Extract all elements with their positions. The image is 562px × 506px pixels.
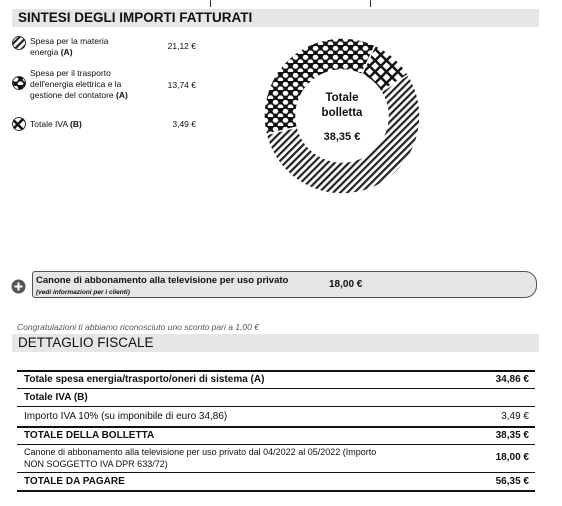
fiscal-divider: [17, 370, 535, 372]
donut-center-value: 38,35 €: [324, 131, 361, 143]
fiscal-divider: [17, 388, 535, 389]
plus-circle-icon[interactable]: [11, 279, 26, 294]
donut-slice-iva: [360, 44, 410, 93]
diagonal-hatch-icon: [12, 36, 26, 50]
canone-value: 18,00 €: [329, 279, 363, 290]
canone-sub: (vedi informazioni per i clienti): [36, 289, 130, 296]
fiscal-divider: [17, 490, 535, 492]
legend-label-trasporto: Spesa per il trasporto dell'energia elet…: [30, 68, 128, 100]
donut-center-line2: bolletta: [322, 107, 363, 119]
fiscal-divider: [17, 406, 535, 407]
fiscal-title: DETTAGLIO FISCALE: [12, 334, 539, 352]
donut-center-line1: Totale: [325, 92, 358, 104]
legend-label-materia: Spesa per la materia energia (A): [30, 36, 109, 57]
legend-value-trasporto: 13,74 €: [167, 80, 196, 90]
canone-box: Canone di abbonamento alla televisione p…: [32, 271, 537, 298]
discount-message: Congratulazioni ti abbiamo riconosciuto …: [17, 322, 259, 332]
fiscal-divider: [17, 444, 535, 445]
legend-value-iva: 3,49 €: [172, 119, 196, 129]
legend-label-iva: Totale IVA (B): [30, 119, 82, 129]
crosshatch-icon: [12, 117, 26, 131]
legend-value-materia: 21,12 €: [167, 41, 196, 51]
canone-label: Canone di abbonamento alla televisione p…: [36, 275, 289, 286]
top-tick-right: [370, 0, 371, 7]
fiscal-divider: [17, 472, 535, 473]
fiscal-divider: [17, 426, 535, 428]
top-tick-left: [210, 0, 211, 7]
donut-slice-materia: [265, 73, 421, 195]
summary-title: SINTESI DEGLI IMPORTI FATTURATI: [12, 9, 539, 27]
donut-slice-trasporto: [263, 37, 377, 136]
hexagon-pattern-icon: [12, 76, 26, 90]
donut-chart: Totale bolletta 38,35 €: [263, 37, 421, 195]
